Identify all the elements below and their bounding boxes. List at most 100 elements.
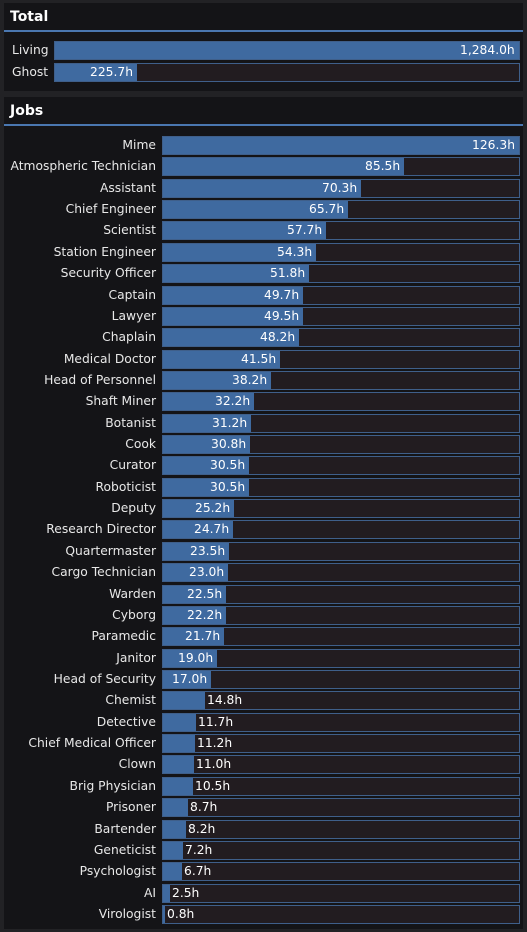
job-progress-fill	[163, 371, 271, 389]
job-progress-bar: 11.7h	[162, 712, 520, 732]
total-label: Living	[12, 43, 49, 57]
total-section-title: Total	[4, 3, 523, 32]
job-row: Virologist 0.8h	[4, 904, 523, 924]
job-row: Geneticist 7.2h	[4, 840, 523, 860]
job-label: Paramedic	[91, 629, 156, 644]
job-progress-fill	[163, 179, 361, 197]
job-progress-bar: 51.8h	[162, 264, 520, 284]
job-hours-value: 70.3h	[322, 180, 358, 195]
job-progress-fill	[163, 777, 193, 795]
job-progress-bar: 10.5h	[162, 776, 520, 796]
job-row: Captain 49.7h	[4, 285, 523, 305]
job-label: Atmospheric Technician	[10, 159, 157, 174]
job-progress-bar: 70.3h	[162, 178, 520, 198]
job-row: Head of Security 17.0h	[4, 670, 523, 689]
job-row: Cook 30.8h	[4, 435, 523, 455]
job-progress-bar: 14.8h	[162, 691, 520, 711]
job-progress-fill	[163, 137, 519, 154]
job-progress-fill	[163, 820, 186, 838]
job-hours-value: 31.2h	[212, 415, 248, 430]
job-hours-value: 51.8h	[270, 266, 306, 281]
job-progress-fill	[163, 606, 226, 624]
job-hours-value: 25.2h	[195, 501, 231, 516]
job-label: Clown	[118, 757, 156, 772]
job-row: Chaplain 48.2h	[4, 328, 523, 348]
job-progress-bar: 0.8h	[162, 904, 520, 924]
job-progress-fill	[163, 457, 249, 475]
job-progress-bar: 21.7h	[162, 627, 520, 647]
job-hours-value: 126.3h	[472, 138, 515, 152]
job-label: Head of Personnel	[44, 372, 156, 387]
job-progress-fill	[163, 884, 170, 902]
job-progress-bar: 38.2h	[162, 370, 520, 390]
job-row: Paramedic 21.7h	[4, 627, 523, 647]
job-progress-bar: 22.5h	[162, 584, 520, 604]
job-label: Station Engineer	[53, 244, 156, 259]
job-hours-value: 22.5h	[187, 586, 223, 601]
job-label: AI	[143, 885, 156, 900]
job-hours-value: 38.2h	[232, 372, 268, 387]
job-label: Psychologist	[79, 864, 156, 879]
job-progress-fill	[163, 628, 224, 646]
job-progress-fill	[163, 692, 205, 710]
total-progress-bar: 1,284.0h	[54, 41, 520, 60]
job-progress-bar: 65.7h	[162, 200, 520, 220]
job-row: Clown 11.0h	[4, 755, 523, 775]
job-progress-fill	[163, 799, 188, 817]
job-row: Research Director 24.7h	[4, 520, 523, 540]
job-progress-bar: 48.2h	[162, 328, 520, 348]
job-row: Shaft Miner 32.2h	[4, 392, 523, 412]
job-progress-fill	[163, 564, 228, 582]
job-progress-fill	[163, 841, 183, 859]
job-progress-fill	[163, 478, 249, 496]
total-hours-value: 225.7h	[90, 65, 133, 79]
job-row: Station Engineer 54.3h	[4, 242, 523, 262]
job-label: Shaft Miner	[85, 394, 156, 409]
job-progress-fill	[163, 414, 251, 432]
job-hours-value: 32.2h	[215, 394, 251, 409]
job-progress-bar: 31.2h	[162, 413, 520, 433]
job-hours-value: 8.2h	[188, 821, 216, 836]
job-label: Chief Medical Officer	[28, 736, 156, 751]
job-label: Curator	[109, 458, 156, 473]
job-progress-fill	[163, 436, 250, 454]
job-label: Botanist	[105, 415, 156, 430]
job-label: Bartender	[94, 821, 156, 836]
job-hours-value: 49.7h	[264, 287, 300, 302]
job-progress-bar: 11.2h	[162, 734, 520, 754]
job-hours-value: 49.5h	[264, 308, 300, 323]
job-label: Roboticist	[95, 479, 157, 494]
job-progress-fill	[163, 350, 280, 368]
job-hours-value: 48.2h	[260, 330, 296, 345]
job-hours-value: 30.8h	[211, 437, 247, 452]
job-progress-bar: 57.7h	[162, 221, 520, 241]
job-label: Quartermaster	[65, 543, 156, 558]
job-progress-bar: 7.2h	[162, 840, 520, 860]
job-row: Curator 30.5h	[4, 456, 523, 476]
job-row: Detective 11.7h	[4, 712, 523, 732]
job-row: Atmospheric Technician 85.5h	[4, 157, 523, 177]
job-progress-fill	[163, 500, 234, 518]
job-hours-value: 11.7h	[198, 714, 234, 729]
job-row: Mime 126.3h	[4, 136, 523, 155]
job-label: Detective	[96, 714, 156, 729]
job-progress-fill	[163, 521, 233, 539]
job-progress-fill	[163, 585, 226, 603]
job-hours-value: 11.0h	[196, 757, 232, 772]
job-label: Assistant	[99, 180, 156, 195]
job-progress-fill	[163, 265, 309, 283]
job-row: Assistant 70.3h	[4, 178, 523, 198]
job-progress-bar: 11.0h	[162, 755, 520, 775]
job-progress-bar: 25.2h	[162, 499, 520, 519]
job-label: Brig Physician	[69, 778, 156, 793]
job-progress-bar: 30.5h	[162, 456, 520, 476]
job-hours-value: 54.3h	[277, 244, 313, 259]
job-progress-fill	[163, 863, 182, 881]
job-label: Chemist	[105, 693, 156, 708]
job-label: Warden	[109, 586, 156, 601]
total-progress-fill	[55, 64, 137, 81]
job-row: Deputy 25.2h	[4, 499, 523, 519]
job-label: Cook	[125, 437, 156, 452]
job-progress-bar: 23.5h	[162, 541, 520, 561]
total-hours-value: 1,284.0h	[460, 43, 515, 57]
